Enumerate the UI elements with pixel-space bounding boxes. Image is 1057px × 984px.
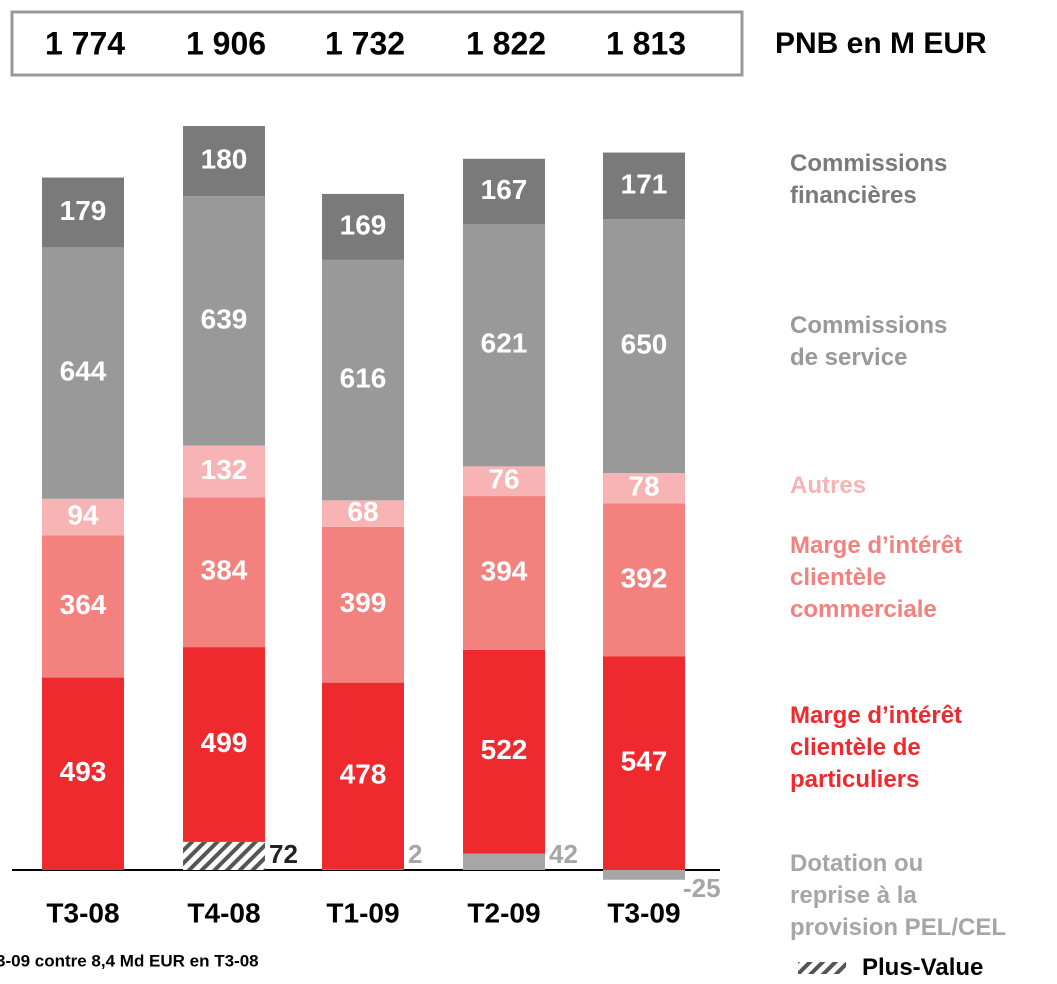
data-label: 399	[340, 587, 387, 618]
bar-segment	[183, 497, 265, 648]
bar-segment	[183, 126, 265, 197]
data-label: 616	[340, 363, 387, 394]
x-tick-label: T3-08	[46, 897, 119, 928]
data-label: 644	[60, 355, 107, 386]
data-label: 171	[621, 168, 668, 199]
data-label: 68	[347, 496, 378, 527]
data-label: 547	[621, 746, 668, 777]
x-tick-label: T2-09	[467, 897, 540, 928]
legend-swatch	[798, 962, 846, 974]
data-label: 392	[621, 562, 668, 593]
data-label: 384	[201, 555, 248, 586]
data-label: 169	[340, 209, 387, 240]
data-label: 621	[481, 328, 528, 359]
bar-segment	[322, 500, 404, 527]
bar-segment	[322, 259, 404, 501]
bar-segment	[603, 870, 685, 880]
bar-segment	[463, 649, 545, 854]
legend-entry: Plus-Value	[862, 954, 984, 981]
total-label: 1 774	[45, 25, 125, 61]
bar-segment	[603, 219, 685, 474]
data-label: 639	[201, 303, 248, 334]
data-label: 94	[67, 500, 99, 531]
bar-segment	[322, 526, 404, 683]
data-label: 650	[621, 329, 668, 360]
bar-segment	[183, 196, 265, 446]
data-label: 493	[60, 756, 107, 787]
data-label: 179	[60, 195, 107, 226]
data-label: 180	[201, 144, 248, 175]
bar-segment	[603, 656, 685, 870]
bar-segment	[463, 158, 545, 224]
bar-segment	[603, 152, 685, 220]
legend-entry: Marge d’intérêt clientèle de particulier…	[790, 702, 963, 793]
bar-segment	[42, 498, 124, 536]
total-label: 1 822	[466, 25, 546, 61]
total-label: 1 732	[325, 25, 405, 61]
legend-entry: Autres	[790, 472, 867, 499]
data-label: 2	[408, 839, 422, 869]
data-label: 394	[481, 555, 528, 586]
bar-segment	[463, 466, 545, 497]
bar-segment	[463, 223, 545, 467]
data-label: 42	[549, 839, 578, 869]
bar-segment	[322, 193, 404, 260]
data-label: 478	[340, 758, 387, 789]
legend-entry: Commissions financières	[790, 150, 948, 209]
bar-segment	[183, 445, 265, 498]
footnote: 3-09 contre 8,4 Md EUR en T3-08	[0, 951, 259, 970]
x-tick-label: T4-08	[187, 897, 260, 928]
bar-segment	[42, 247, 124, 499]
bar-segment	[42, 677, 124, 870]
bar-segment	[463, 853, 545, 870]
bar-segment	[42, 177, 124, 248]
x-tick-label: T3-09	[607, 897, 680, 928]
legend-entry: Marge d’intérêt clientèle commerciale	[790, 532, 963, 623]
data-label: -25	[683, 873, 721, 903]
bar-segment	[603, 503, 685, 657]
chart-title: PNB en M EUR	[775, 27, 987, 60]
bar-segment	[322, 869, 404, 871]
total-label: 1 813	[606, 25, 686, 61]
totals-box	[10, 10, 744, 77]
data-label: 522	[481, 734, 528, 765]
legend-entry: Dotation ou reprise à la provision PEL/C…	[790, 850, 1007, 941]
data-label: 78	[628, 471, 659, 502]
bar-segment	[463, 496, 545, 650]
x-tick-label: T1-09	[326, 897, 399, 928]
data-label: 499	[201, 727, 248, 758]
bar-segment	[322, 682, 404, 870]
bar-segment	[42, 535, 124, 678]
bar-segment	[183, 841, 265, 870]
data-label: 132	[201, 454, 248, 485]
data-label: 76	[488, 464, 519, 495]
data-label: 364	[60, 589, 107, 620]
total-label: 1 906	[186, 25, 266, 61]
data-label: 167	[481, 174, 528, 205]
data-label: 72	[269, 839, 298, 869]
bar-segment	[603, 473, 685, 504]
legend-entry: Commissions de service	[790, 312, 948, 371]
bar-segment	[183, 647, 265, 842]
